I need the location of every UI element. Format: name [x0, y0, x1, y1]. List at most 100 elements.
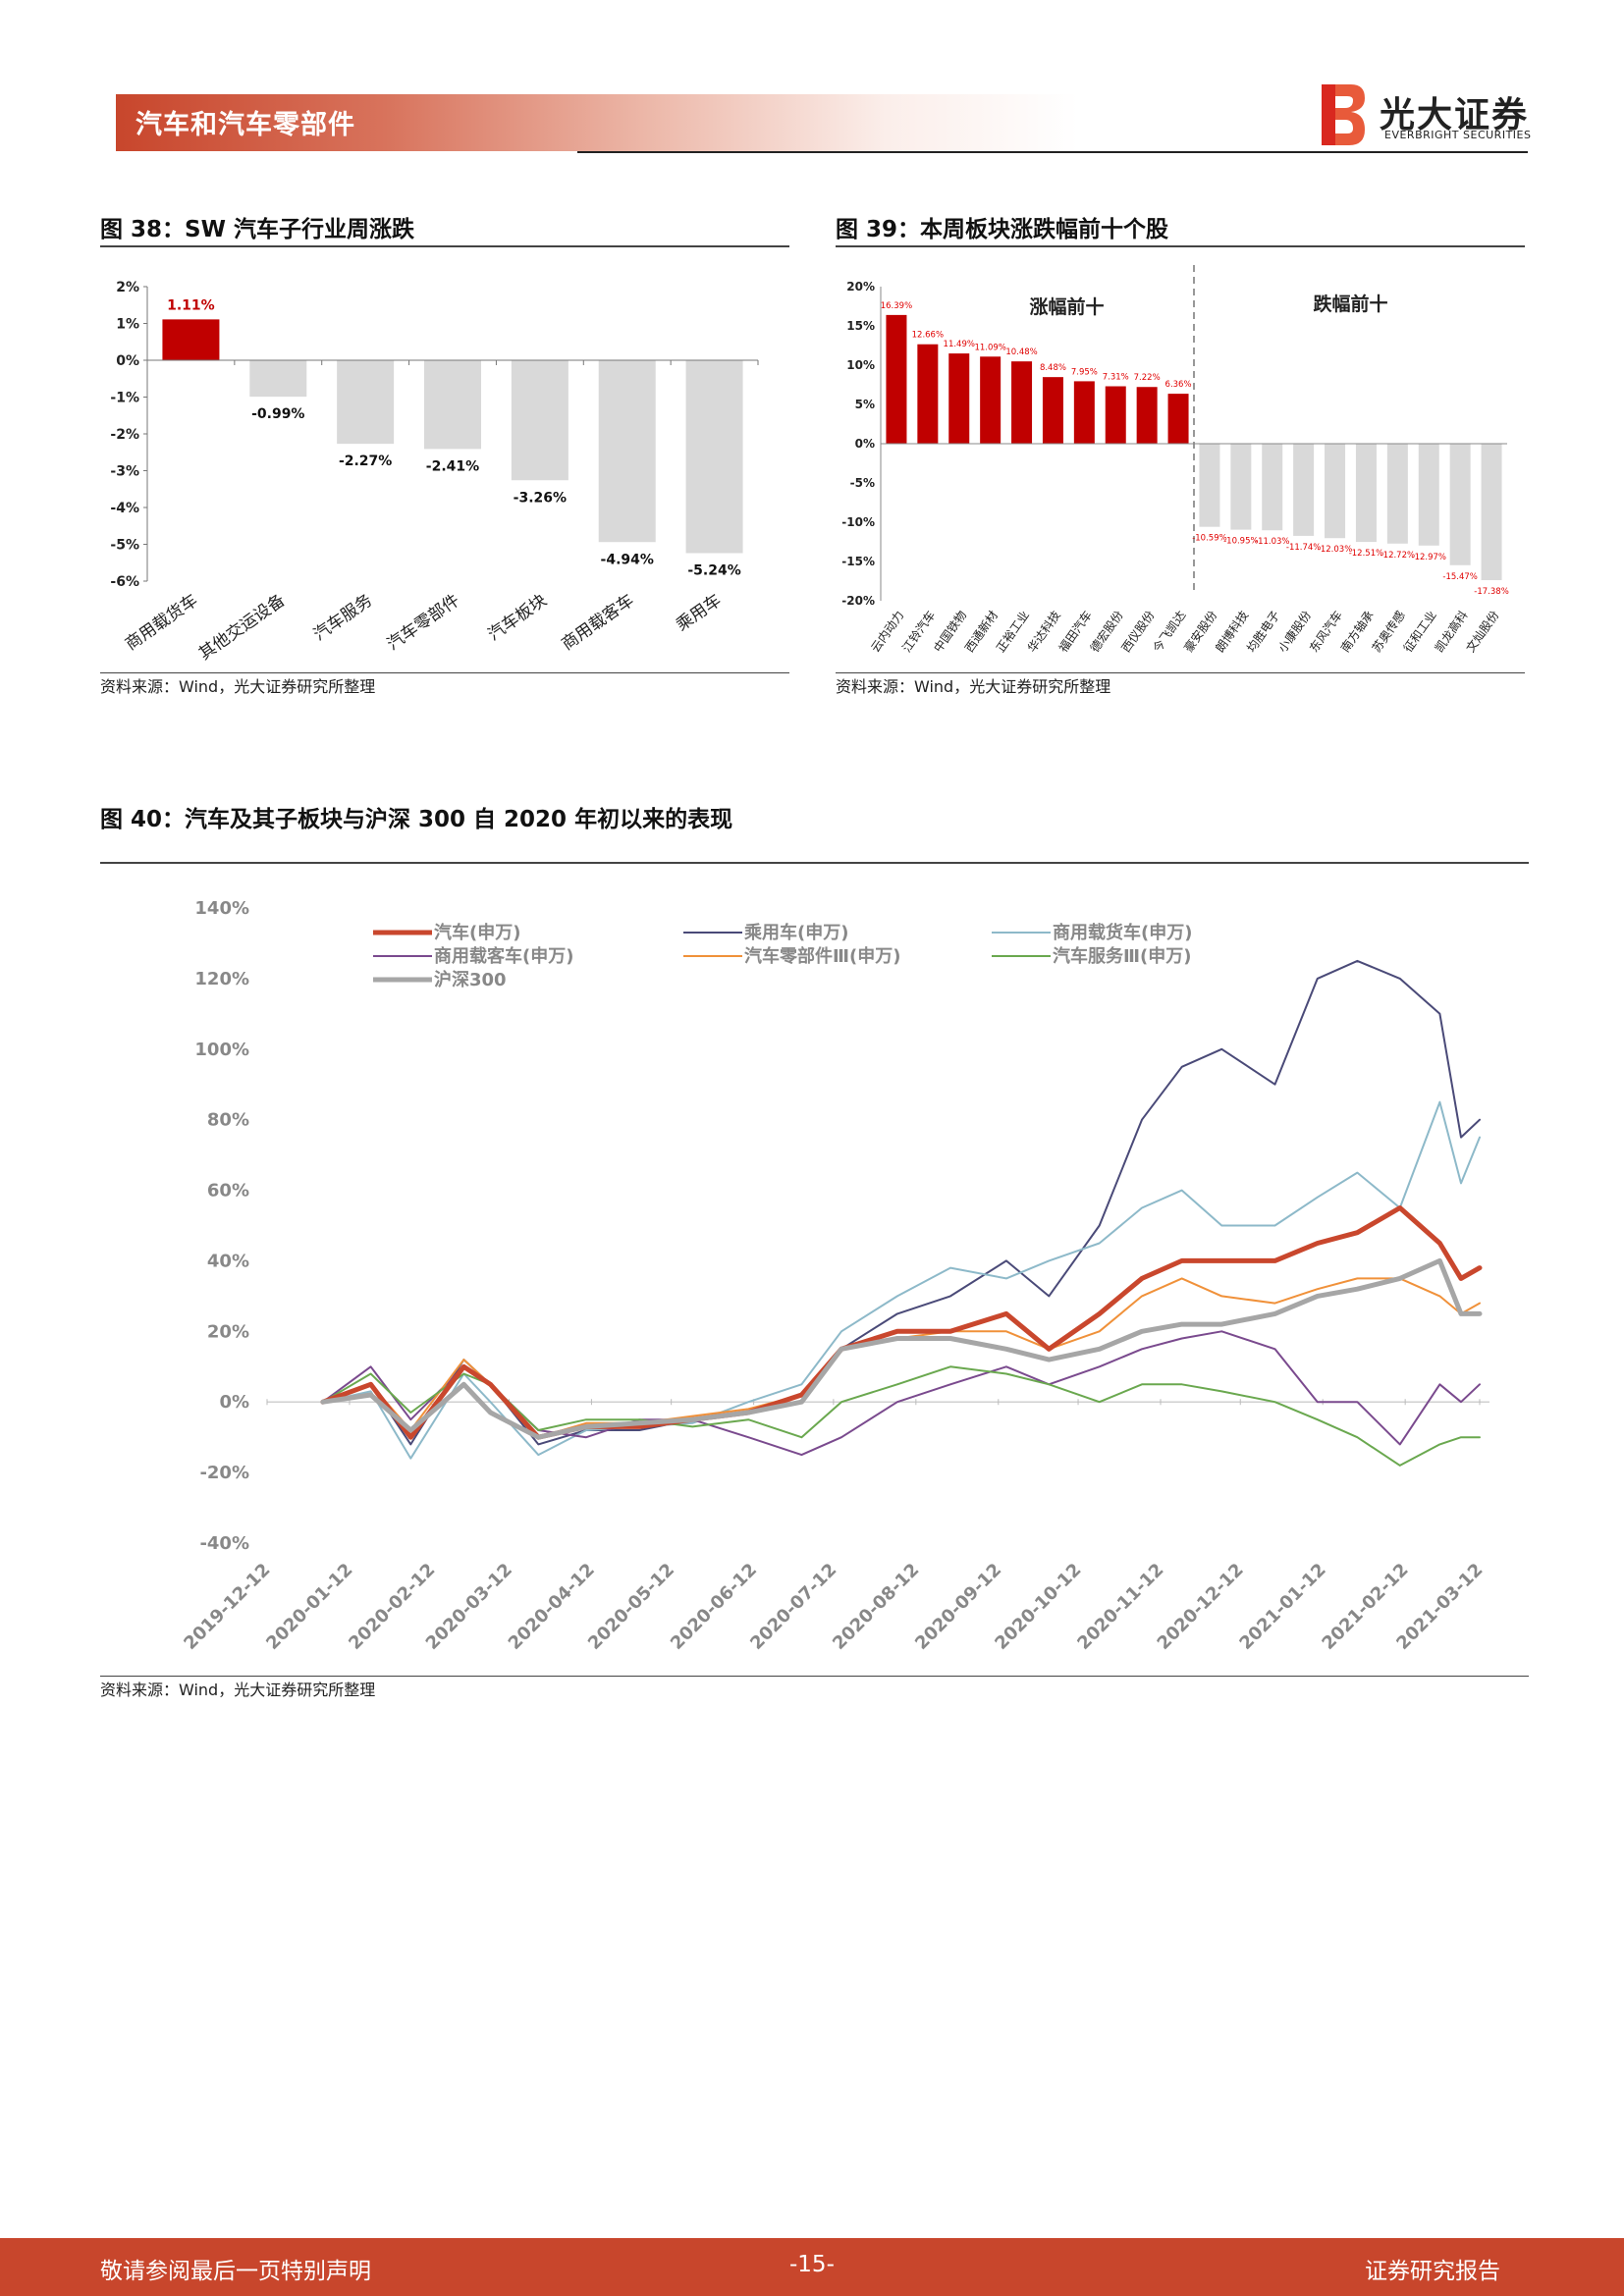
- fig39-bar: [1481, 444, 1502, 581]
- fig39-bar: [1042, 377, 1063, 444]
- fig38-ytick: -1%: [110, 391, 139, 406]
- fig38-bottom-rule: [100, 672, 789, 673]
- fig38-bar-label: -4.94%: [601, 552, 654, 567]
- fig39-bar: [1011, 361, 1033, 444]
- fig40-ytick: 40%: [207, 1251, 249, 1271]
- fig39-bar: [1293, 444, 1315, 536]
- fig40-series-line: [320, 1257, 1483, 1440]
- fig39-bottom-rule: [836, 672, 1525, 673]
- fig40-legend-label: 汽车服务Ⅲ(申万): [1053, 945, 1191, 967]
- fig38-top-rule: [100, 245, 789, 247]
- fig39-bar-label: 6.36%: [1165, 380, 1192, 390]
- fig40-xtick: 2020-01-12: [262, 1560, 356, 1654]
- fig38-category-label: 商用载货车: [122, 591, 201, 655]
- fig39-bar-label: 7.22%: [1134, 373, 1161, 383]
- fig40-source: 资料来源：Wind，光大证券研究所整理: [100, 1681, 376, 1699]
- fig39-bar: [1199, 444, 1220, 527]
- fig39-bar-label: -15.47%: [1442, 572, 1477, 582]
- fig39-ytick: 10%: [846, 358, 875, 372]
- fig40-ytick: 80%: [207, 1110, 249, 1131]
- fig39-bar: [1105, 386, 1126, 444]
- fig40-legend-label: 商用载货车(申万): [1053, 922, 1192, 943]
- fig39-title: 图 39：本周板块涨跌幅前十个股: [836, 217, 1169, 242]
- fig40-ytick: 100%: [194, 1040, 249, 1060]
- fig38-category-label: 其他交运设备: [195, 591, 289, 665]
- fig39-group-label-down: 跌幅前十: [1313, 293, 1387, 315]
- page-number: -15-: [789, 2252, 835, 2277]
- fig38-bar-label: 1.11%: [167, 297, 215, 313]
- fig39-bar-label: -11.74%: [1286, 543, 1321, 553]
- fig38-bar-label: -2.41%: [426, 458, 479, 474]
- fig39-bar-label: 7.95%: [1071, 367, 1098, 377]
- fig39-bar: [886, 314, 907, 444]
- fig39-bar: [1418, 444, 1439, 546]
- fig39-bar-label: 10.48%: [1005, 347, 1037, 357]
- fig39-bar-label: -10.95%: [1223, 537, 1258, 547]
- fig38-category-label: 汽车零部件: [384, 591, 463, 655]
- fig38-ytick: -5%: [110, 538, 139, 554]
- fig40-title: 图 40：汽车及其子板块与沪深 300 自 2020 年初以来的表现: [100, 807, 733, 832]
- fig39-bar-label: 11.09%: [974, 343, 1005, 352]
- fig39-bar-label: -11.03%: [1255, 537, 1289, 547]
- fig39-bar: [1449, 444, 1471, 565]
- fig39-ytick: -5%: [850, 476, 875, 490]
- footer-disclaimer: 敬请参阅最后一页特别声明: [100, 2259, 371, 2284]
- fig40-ytick: 140%: [194, 898, 249, 919]
- fig39-bar: [1167, 394, 1189, 444]
- fig39-bar: [1386, 444, 1408, 544]
- fig39-bar-label: -12.51%: [1349, 549, 1383, 559]
- fig40-legend-label: 乘用车(申万): [743, 922, 848, 943]
- fig40-ytick: -20%: [199, 1463, 249, 1483]
- fig40-xtick: 2020-08-12: [829, 1560, 923, 1654]
- fig39-bar-label: -10.59%: [1192, 534, 1226, 544]
- fig39-bar: [980, 356, 1001, 444]
- fig40-chart: 140% 120% 100% 80% 60% 40% 20% 0% -20% -40% 2019-1…: [180, 898, 1489, 1654]
- fig38-bar: [162, 319, 220, 360]
- fig39-ytick: -10%: [841, 515, 875, 529]
- fig38-bar-label: -3.26%: [514, 490, 567, 506]
- fig38-ytick: 2%: [116, 280, 139, 295]
- fig38-category-label: 商用载客车: [558, 591, 637, 655]
- fig39-source: 资料来源：Wind，光大证券研究所整理: [836, 677, 1111, 696]
- fig40-xtick: 2019-12-12: [180, 1560, 274, 1654]
- fig39-bar-label: 8.48%: [1040, 363, 1066, 373]
- fig40-ytick: 20%: [207, 1321, 249, 1342]
- fig39-bar: [1230, 444, 1252, 530]
- fig38-category-label: 乘用车: [673, 591, 725, 636]
- fig39-bar-label: -12.72%: [1380, 551, 1415, 561]
- fig38-ytick: 1%: [116, 317, 139, 333]
- fig40-series-line: [320, 1205, 1483, 1440]
- fig38-bar: [249, 360, 307, 398]
- logo-mark-icon: [1322, 84, 1365, 145]
- fig39-bar: [1262, 444, 1283, 531]
- fig39-bar: [917, 344, 939, 444]
- fig38-ytick: -2%: [110, 427, 139, 443]
- fig39-bar-label: 16.39%: [881, 301, 912, 311]
- header-rule: [577, 151, 1528, 153]
- footer-band: [0, 2238, 1624, 2296]
- fig39-bar-label: 7.31%: [1103, 373, 1129, 383]
- fig40-ytick: 120%: [194, 969, 249, 989]
- fig38-category-label: 汽车板块: [485, 591, 551, 645]
- fig40-series-line: [321, 959, 1481, 1446]
- fig40-ytick: -40%: [199, 1533, 249, 1554]
- fig39-bar-label: 12.66%: [912, 331, 944, 341]
- fig39-chart: 20% 15% 10% 5% 0% -5% -10% -15% -20% 涨幅前十 跌幅前十 16.3…: [841, 265, 1509, 655]
- fig38-bar: [511, 360, 568, 481]
- fig38-bar: [685, 360, 743, 554]
- fig39-bar-label: -12.97%: [1412, 553, 1446, 562]
- fig39-bar: [1325, 444, 1346, 539]
- fig38-chart: 2% 1% 0% -1% -2% -3% -4% -5% -6% 1.11% 商用载货车 -0.99%…: [110, 280, 759, 665]
- fig40-legend-label: 汽车(申万): [434, 922, 520, 943]
- fig40-legend-label: 商用载客车(申万): [434, 945, 573, 967]
- fig39-bar: [948, 353, 970, 444]
- fig40-xtick: 2021-01-12: [1235, 1560, 1329, 1654]
- fig38-category-label: 汽车服务: [310, 591, 376, 645]
- fig38-title: 图 38：SW 汽车子行业周涨跌: [100, 217, 414, 242]
- footer-report-type: 证券研究报告: [1365, 2259, 1500, 2284]
- fig39-category-label: 文灿股份: [1463, 608, 1502, 655]
- fig39-top-rule: [836, 245, 1525, 247]
- fig40-top-rule: [100, 862, 1529, 864]
- logo-text: 光大证券: [1380, 95, 1530, 135]
- header-title: 汽车和汽车零部件: [135, 110, 355, 140]
